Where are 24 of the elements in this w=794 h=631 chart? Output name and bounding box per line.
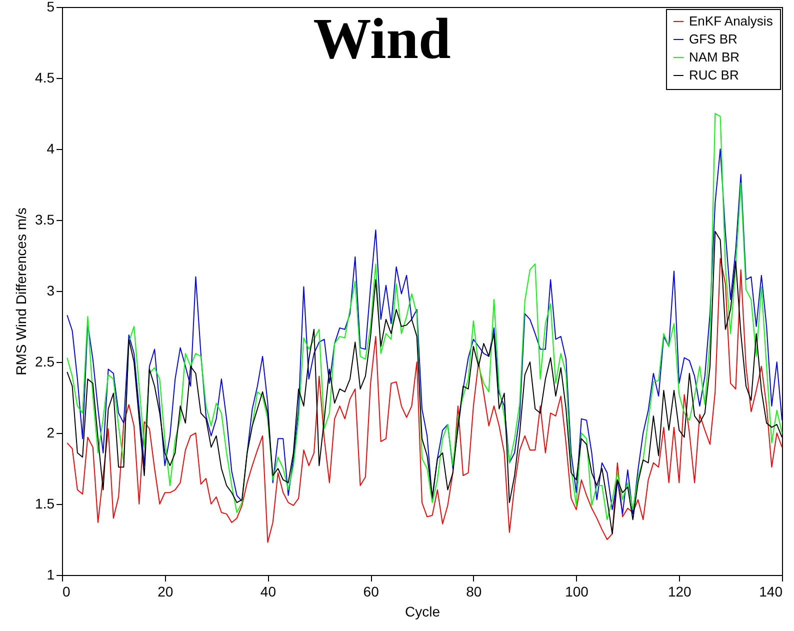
- x-axis-title: Cycle: [404, 604, 440, 620]
- x-tick-label: 40: [260, 584, 276, 600]
- legend-label: GFS BR: [689, 32, 738, 46]
- x-tick-label: 20: [158, 584, 174, 600]
- legend-label: NAM BR: [689, 50, 740, 64]
- x-tick-label: 120: [668, 584, 692, 600]
- y-tick-label: 4: [46, 140, 55, 156]
- legend-label: RUC BR: [689, 68, 739, 82]
- x-tick-label: 0: [62, 584, 70, 600]
- x-tick-label: 60: [363, 584, 380, 600]
- legend-label: EnKF Analysis: [689, 14, 774, 28]
- y-tick-label: 3.5: [35, 212, 55, 228]
- y-tick-label: 2.5: [35, 354, 55, 370]
- chart-title: Wind: [313, 6, 451, 71]
- y-tick-label: 1.5: [35, 496, 55, 512]
- x-tick-label: 140: [759, 584, 783, 600]
- y-tick-label: 2: [46, 424, 55, 440]
- y-tick-label: 5: [46, 0, 55, 14]
- y-axis-title: RMS Wind Differences m/s: [13, 208, 30, 376]
- y-tick-label: 1: [46, 566, 55, 582]
- x-tick-label: 80: [466, 584, 482, 600]
- y-tick-label: 3: [46, 282, 55, 298]
- y-tick-label: 4.5: [35, 70, 55, 86]
- x-tick-label: 100: [565, 584, 589, 600]
